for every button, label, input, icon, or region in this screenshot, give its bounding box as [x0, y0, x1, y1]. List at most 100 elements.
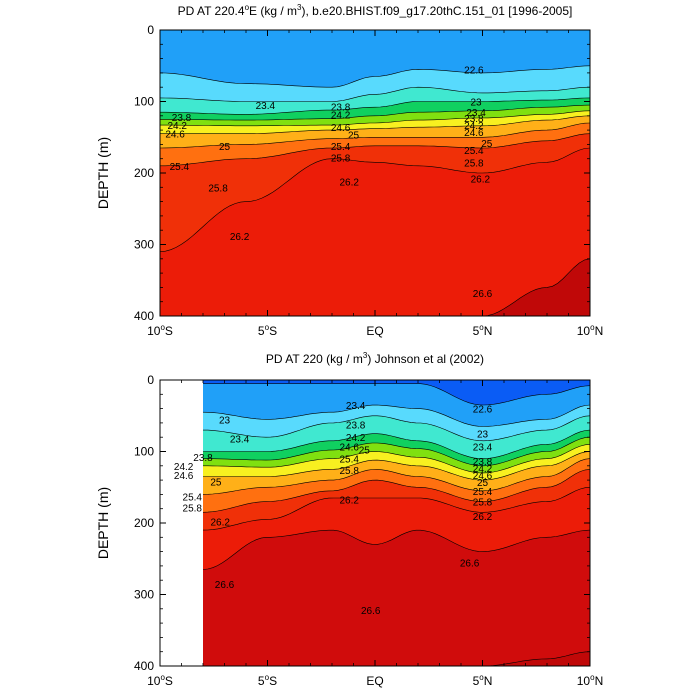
isopycnal-line: [160, 86, 590, 102]
contour-label: 25.8: [339, 466, 359, 477]
y-axis-label: DEPTH (m): [95, 137, 111, 209]
isopycnal-line: [160, 122, 590, 149]
contour-label: 26.6: [361, 606, 381, 617]
y-axis-label: DEPTH (m): [95, 487, 111, 559]
contour-label: 25.8: [208, 183, 228, 194]
contour-label: 25.4: [331, 142, 351, 153]
contour-label: 24.6: [473, 471, 493, 482]
contour-label: 23: [219, 415, 231, 426]
x-tick-label: 5oN: [473, 323, 493, 338]
density-band: [203, 380, 590, 405]
contour-label: 25: [359, 445, 371, 456]
chart-model: PD AT 220.4oE (kg / m3), b.e20.BHIST.f09…: [95, 3, 603, 338]
contour-label: 24.2: [331, 110, 351, 121]
contour-label: 25.8: [473, 498, 493, 509]
y-tick-label: 300: [134, 588, 154, 602]
isopycnal-line: [160, 133, 590, 167]
contour-label: 25.4: [464, 146, 484, 157]
contour-label: 26.6: [215, 580, 235, 591]
isopycnal-line: [160, 258, 590, 316]
isopycnal-line: [202, 529, 590, 570]
contour-label: 23.8: [172, 113, 192, 124]
isopycnal-line: [160, 147, 590, 252]
contour-label: 25.8: [183, 503, 203, 514]
chart-title: PD AT 220.4oE (kg / m3), b.e20.BHIST.f09…: [178, 3, 573, 18]
x-tick-label: 10oN: [577, 323, 603, 338]
contour-label: 25.4: [339, 455, 359, 466]
contour-label: 24.2: [167, 121, 187, 132]
y-tick-label: 100: [134, 445, 154, 459]
contour-label: 25: [210, 478, 222, 489]
contour-label: 26.2: [230, 232, 250, 243]
contour-label: 25: [348, 130, 360, 141]
x-tick-label: 10oS: [147, 673, 173, 688]
y-tick-label: 200: [134, 166, 154, 180]
contour-label: 26.2: [210, 518, 230, 529]
x-tick-label: EQ: [366, 324, 383, 338]
contour-label: 25.8: [331, 153, 351, 164]
x-tick-label: 5oS: [258, 323, 277, 338]
y-tick-label: 300: [134, 238, 154, 252]
isopycnal-line: [160, 97, 590, 115]
contour-label: 22.6: [464, 65, 484, 76]
contour-label: 23.8: [464, 114, 484, 125]
contour-label: 23.4: [466, 108, 486, 119]
contour-label: 24.2: [174, 462, 194, 473]
contour-label: 23.8: [346, 420, 366, 431]
contour-label: 24.6: [464, 128, 484, 139]
contour-label: 23.4: [473, 442, 493, 453]
isopycnal-line: [160, 110, 590, 127]
contour-label: 26.6: [473, 289, 493, 300]
isopycnal-line: [202, 436, 590, 467]
contour-label: 25.4: [473, 487, 493, 498]
isopycnal-line: [160, 115, 590, 134]
contour-label: 23: [470, 98, 482, 109]
contour-label: 25.8: [464, 158, 484, 169]
contour-label: 24.6: [339, 442, 359, 453]
isopycnal-line: [160, 104, 590, 121]
contour-label: 24.2: [464, 121, 484, 132]
contour-label: 25: [219, 142, 231, 153]
contour-label: 23.8: [193, 453, 213, 464]
contour-label: 23.4: [230, 435, 250, 446]
x-tick-label: 10oN: [577, 673, 603, 688]
contour-label: 23: [477, 430, 489, 441]
isopycnal-line: [203, 451, 590, 481]
contour-label: 24.2: [346, 433, 366, 444]
x-tick-label: EQ: [366, 674, 383, 688]
y-tick-label: 0: [147, 373, 154, 387]
x-tick-label: 5oN: [473, 673, 493, 688]
contour-label: 23.8: [473, 457, 493, 468]
contour-label: 24.6: [331, 123, 351, 134]
y-tick-label: 100: [134, 95, 154, 109]
contour-label: 26.2: [339, 178, 359, 189]
y-tick-label: 0: [147, 23, 154, 37]
isopycnal-line: [203, 651, 590, 666]
contour-label: 25: [477, 478, 489, 489]
isopycnal-line: [202, 404, 590, 427]
x-tick-label: 10oS: [147, 323, 173, 338]
y-tick-label: 200: [134, 516, 154, 530]
contour-label: 26.2: [473, 512, 493, 523]
contour-label: 25.4: [183, 493, 203, 504]
contour-label: 23.4: [346, 401, 366, 412]
isopycnal-line: [202, 487, 590, 531]
contour-label: 24.2: [473, 464, 493, 475]
contour-label: 26.2: [339, 495, 359, 506]
contour-label: 25: [481, 139, 493, 150]
contour-label: 23.8: [331, 103, 351, 114]
isopycnal-line: [202, 458, 590, 495]
contour-label: 24.6: [165, 130, 185, 141]
contour-label: 23.4: [256, 101, 276, 112]
contour-label: 26.6: [460, 558, 480, 569]
y-tick-label: 400: [134, 659, 154, 673]
isopycnal-line: [203, 415, 590, 442]
x-tick-label: 5oS: [258, 673, 277, 688]
contour-label: 26.2: [471, 175, 491, 186]
contour-label: 24.6: [174, 471, 194, 482]
